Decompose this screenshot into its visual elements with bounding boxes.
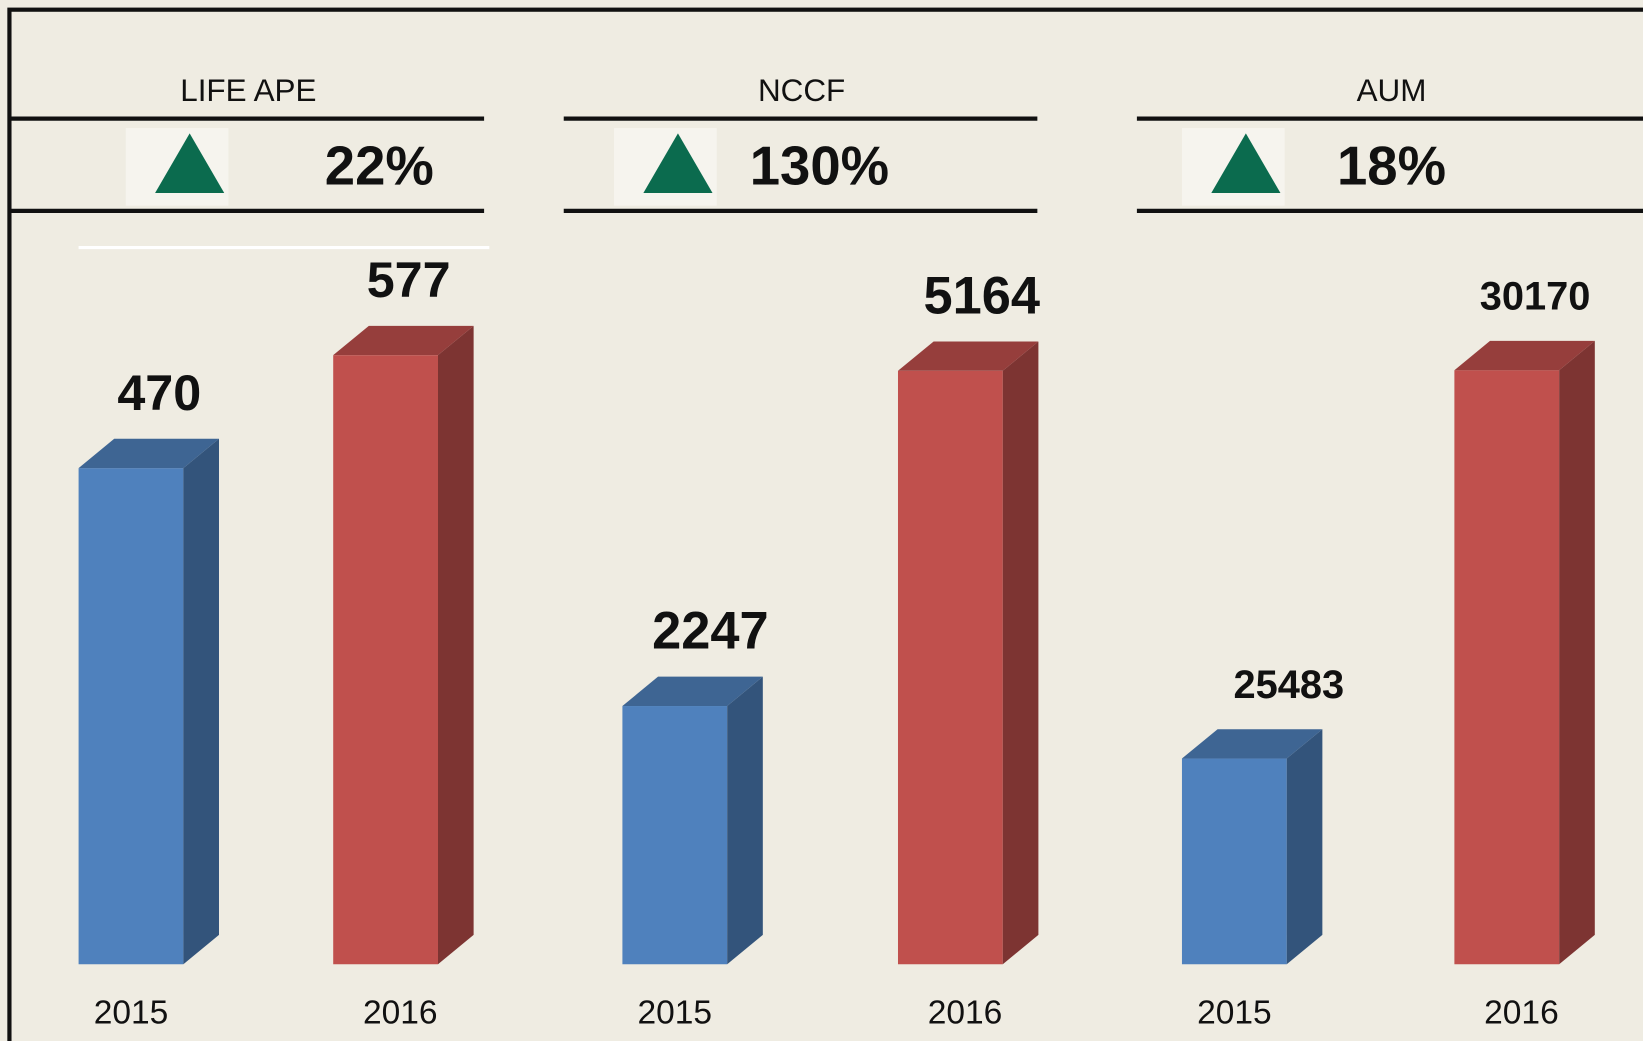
value-label: 5164 [924, 267, 1041, 325]
bar-side [727, 676, 763, 965]
bar-top [1181, 729, 1323, 759]
value-label: 2247 [652, 603, 769, 661]
up-triangle [1211, 133, 1281, 194]
bar-top [1454, 340, 1595, 371]
value-label: 30170 [1480, 274, 1591, 318]
bar [897, 341, 1039, 965]
up-triangle [155, 133, 225, 194]
bar-side [437, 325, 474, 965]
x-tick-label: 2015 [94, 994, 169, 1031]
bar-front [1454, 370, 1560, 965]
up-triangle [643, 133, 713, 194]
bar-side [1286, 729, 1323, 965]
bar-side [1559, 340, 1595, 965]
bar-front [1181, 758, 1287, 965]
panel-title: NCCF [758, 73, 845, 108]
bar-top [78, 438, 219, 469]
bar [1454, 340, 1595, 965]
bar-top [897, 341, 1039, 371]
bar [1181, 729, 1323, 965]
bar-front [897, 370, 1003, 965]
value-label: 470 [117, 364, 201, 421]
bar-side [1002, 341, 1039, 965]
x-tick-label: 2016 [363, 994, 438, 1031]
x-tick-label: 2016 [1484, 994, 1559, 1031]
change-label: 18% [1337, 135, 1446, 196]
change-label: 22% [325, 135, 434, 196]
x-tick-label: 2015 [638, 994, 713, 1031]
bar-front [622, 706, 728, 965]
value-label: 25483 [1233, 663, 1344, 707]
panel-title: LIFE APE [180, 73, 316, 108]
bar-top [333, 325, 474, 356]
change-label: 130% [750, 135, 889, 196]
bar [622, 676, 763, 965]
bar [78, 438, 219, 965]
x-tick-label: 2015 [1197, 994, 1272, 1031]
bar-top [622, 676, 763, 707]
bar-front [78, 468, 184, 965]
frame [7, 7, 1643, 1041]
bar-side [183, 438, 219, 965]
bar-front [333, 355, 438, 965]
panel-title: AUM [1357, 73, 1427, 108]
x-tick-label: 2016 [928, 994, 1003, 1031]
value-label: 577 [367, 251, 451, 308]
bar [333, 325, 474, 965]
